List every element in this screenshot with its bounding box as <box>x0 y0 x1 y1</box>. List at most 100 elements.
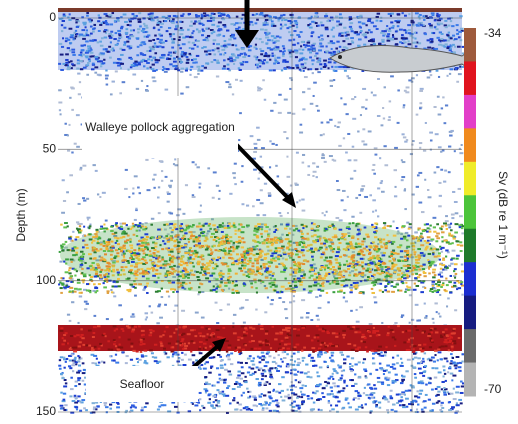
echo-speck <box>246 275 249 277</box>
echo-speck <box>129 24 131 26</box>
echo-speck <box>389 28 391 30</box>
echo-speck <box>420 233 423 235</box>
echo-speck <box>216 259 219 261</box>
echo-speck <box>404 250 407 252</box>
echo-speck <box>302 49 304 51</box>
echo-speck <box>324 259 327 261</box>
echo-speck <box>134 61 137 63</box>
echo-speck <box>256 127 260 129</box>
echo-speck <box>457 46 461 48</box>
echo-speck <box>245 299 249 301</box>
echo-speck <box>259 252 262 254</box>
echo-speck <box>133 283 137 285</box>
echo-speck <box>129 284 133 286</box>
echo-speck <box>397 25 400 27</box>
echo-speck <box>270 347 272 349</box>
echo-speck <box>313 234 316 236</box>
echo-speck <box>145 226 147 228</box>
echo-speck <box>106 51 109 53</box>
echo-speck <box>270 277 272 279</box>
echo-speck <box>339 264 341 266</box>
echo-speck <box>359 26 361 28</box>
echo-speck <box>374 352 377 354</box>
echo-speck <box>250 360 254 362</box>
echo-speck <box>161 170 163 172</box>
echo-speck <box>197 46 199 48</box>
echo-speck <box>78 232 82 234</box>
echo-speck <box>192 42 195 44</box>
echo-speck <box>140 351 143 353</box>
echo-speck <box>189 53 192 55</box>
echo-speck <box>156 46 158 48</box>
echo-speck <box>151 59 153 61</box>
echo-speck <box>158 236 161 238</box>
echo-speck <box>130 265 133 267</box>
echo-speck <box>453 238 456 240</box>
echo-speck <box>303 44 305 46</box>
echo-speck <box>217 336 220 338</box>
echo-speck <box>256 266 259 268</box>
echo-speck <box>434 264 437 266</box>
echo-speck <box>208 225 211 227</box>
echo-speck <box>428 333 431 335</box>
echo-speck <box>445 215 448 217</box>
echo-speck <box>437 289 440 291</box>
echo-speck <box>424 33 427 35</box>
echo-speck <box>384 245 388 247</box>
echo-speck <box>438 205 442 207</box>
echo-speck <box>293 295 295 297</box>
echo-speck <box>243 331 246 333</box>
echo-speck <box>203 46 207 48</box>
echo-speck <box>119 36 122 38</box>
echo-speck <box>103 282 105 284</box>
echo-speck <box>181 55 183 57</box>
echo-speck <box>196 276 199 278</box>
echo-speck <box>287 333 290 335</box>
echo-speck <box>397 14 400 16</box>
echo-speck <box>324 244 326 246</box>
echo-speck <box>123 253 126 255</box>
echo-speck <box>199 186 201 188</box>
echo-speck <box>106 268 109 270</box>
echo-speck <box>386 334 389 336</box>
echo-speck <box>445 345 448 347</box>
echo-speck <box>288 327 291 329</box>
echo-speck <box>233 314 236 316</box>
echo-speck <box>87 62 89 64</box>
echo-speck <box>221 289 224 291</box>
echo-speck <box>345 300 348 302</box>
echo-speck <box>297 371 299 373</box>
echo-speck <box>188 249 191 251</box>
echo-speck <box>271 55 274 57</box>
echo-speck <box>339 66 343 68</box>
echo-speck <box>302 154 305 156</box>
echo-speck <box>322 277 326 279</box>
echo-speck <box>258 341 261 343</box>
echo-speck <box>236 48 238 50</box>
echo-speck <box>302 384 305 386</box>
echo-speck <box>100 243 103 245</box>
echo-speck <box>418 344 421 346</box>
echo-speck <box>92 336 95 338</box>
echo-speck <box>441 251 443 253</box>
echo-speck <box>429 338 432 340</box>
echo-speck <box>276 291 279 293</box>
echo-speck <box>458 366 462 368</box>
echo-speck <box>287 253 290 255</box>
echo-speck <box>348 43 352 45</box>
echo-speck <box>212 224 216 226</box>
echo-speck <box>258 348 261 350</box>
echo-speck <box>242 56 246 58</box>
echo-speck <box>371 350 374 352</box>
echo-speck <box>152 179 155 181</box>
echo-speck <box>296 26 298 28</box>
echo-speck <box>412 140 415 142</box>
echo-speck <box>339 33 342 35</box>
echo-speck <box>115 362 119 364</box>
echo-speck <box>140 344 143 346</box>
echo-speck <box>337 238 340 240</box>
echo-speck <box>168 254 171 256</box>
echo-speck <box>163 224 166 226</box>
echo-speck <box>138 247 140 249</box>
echo-speck <box>137 18 141 20</box>
